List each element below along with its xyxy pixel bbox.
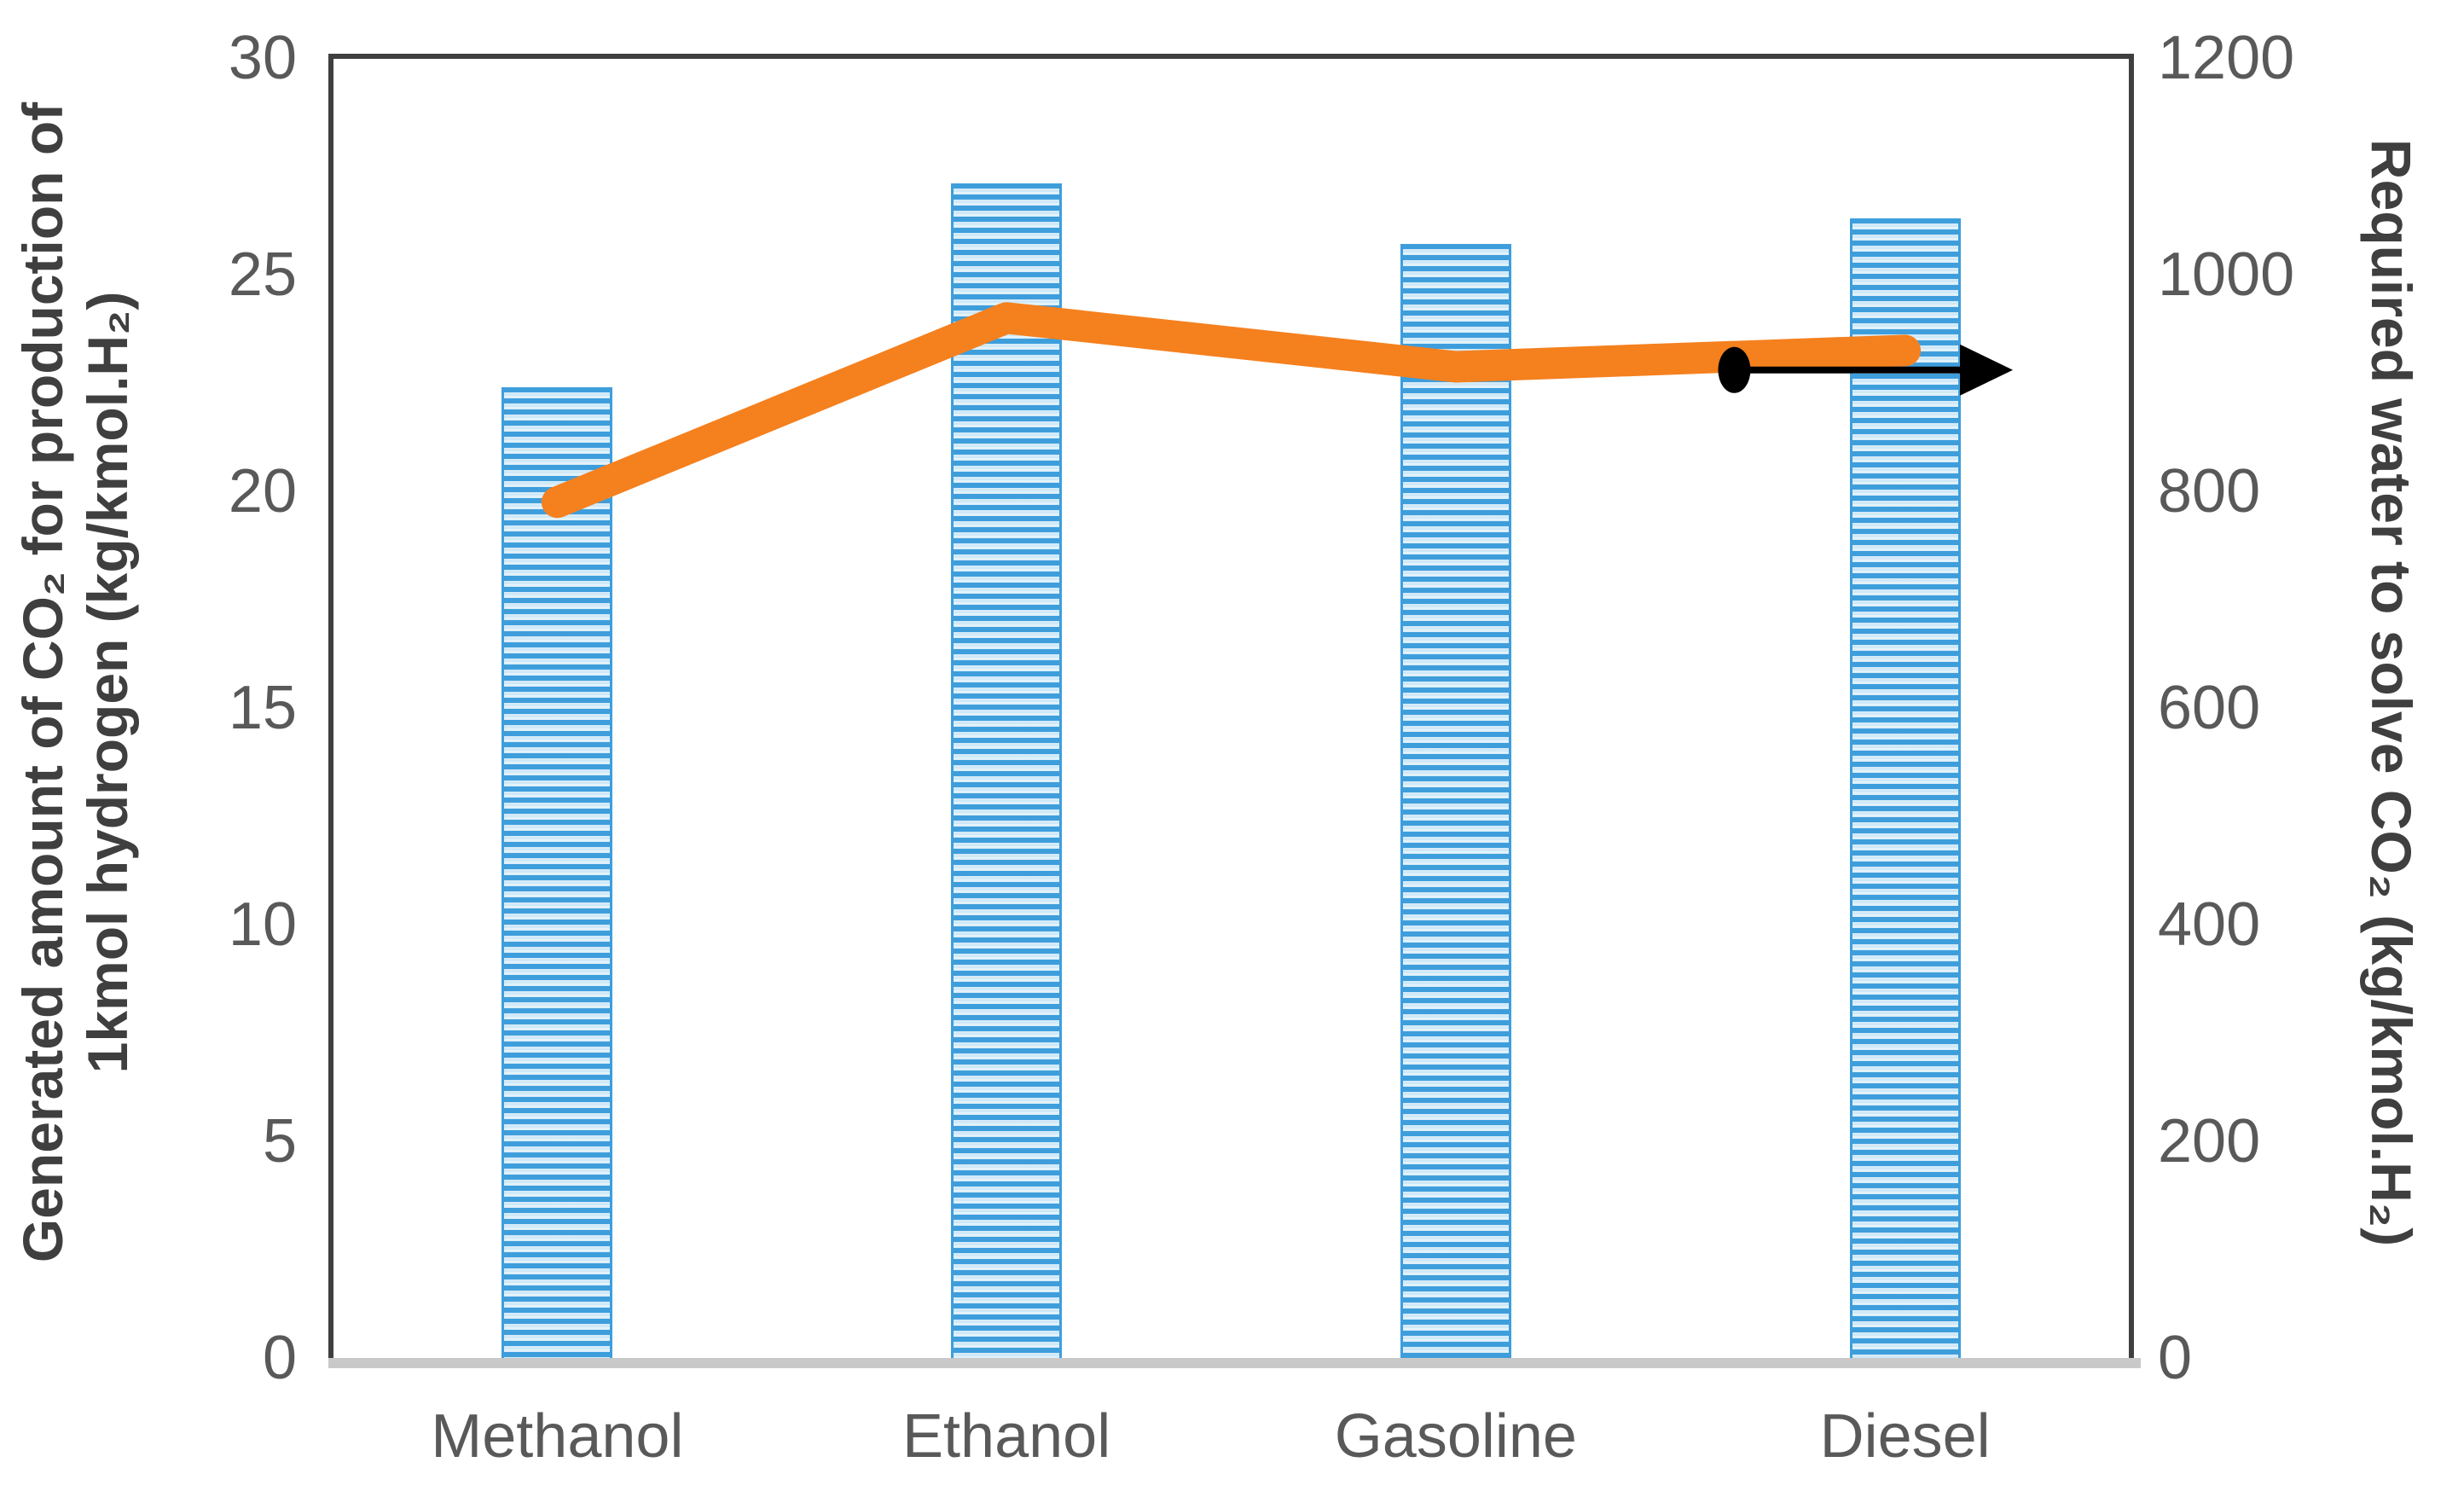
x-axis-baseline (328, 1358, 2141, 1368)
right-axis-tick-label: 400 (2158, 891, 2261, 959)
right-axis-tick-label: 200 (2158, 1107, 2261, 1175)
plot-border-left (328, 54, 333, 1361)
category-label-diesel: Diesel (1819, 1402, 1991, 1471)
left-axis-tick-label: 25 (228, 241, 297, 309)
right-axis-tick-label: 1000 (2158, 241, 2295, 309)
water-line-series (541, 302, 1922, 519)
line-layer (541, 302, 2014, 519)
right-axis-tick-label: 1200 (2158, 24, 2295, 92)
plot-area (333, 58, 2130, 1358)
plot-border-right (2129, 54, 2134, 1361)
category-label-methanol: Methanol (431, 1402, 684, 1471)
annotation-dot (1718, 346, 1751, 393)
right-axis-title: Required water to solve CO₂ (kg/kmol.H₂) (2360, 138, 2423, 1247)
bar-ethanol (951, 183, 1063, 1358)
category-label-gasoline: Gasoline (1334, 1402, 1577, 1471)
right-axis-tick-label: 600 (2158, 674, 2261, 742)
bar-series (333, 58, 2130, 1358)
right-axis-tick-label: 800 (2158, 457, 2261, 525)
bar-diesel (1849, 218, 1961, 1358)
left-axis-tick-label: 15 (228, 674, 297, 742)
bar-gasoline (1400, 244, 1511, 1358)
left-axis-tick-label: 20 (228, 457, 297, 525)
left-axis-tick-label: 30 (228, 24, 297, 92)
left-axis-tick-label: 10 (228, 891, 297, 959)
right-axis-tick-label: 0 (2158, 1324, 2193, 1392)
plot-border-top (328, 54, 2134, 59)
category-label-ethanol: Ethanol (902, 1402, 1111, 1471)
left-axis-tick-label: 5 (262, 1107, 297, 1175)
left-axis-tick-label: 0 (262, 1324, 297, 1392)
bar-methanol (501, 387, 613, 1358)
annotation-arrow-head (1960, 344, 2014, 396)
